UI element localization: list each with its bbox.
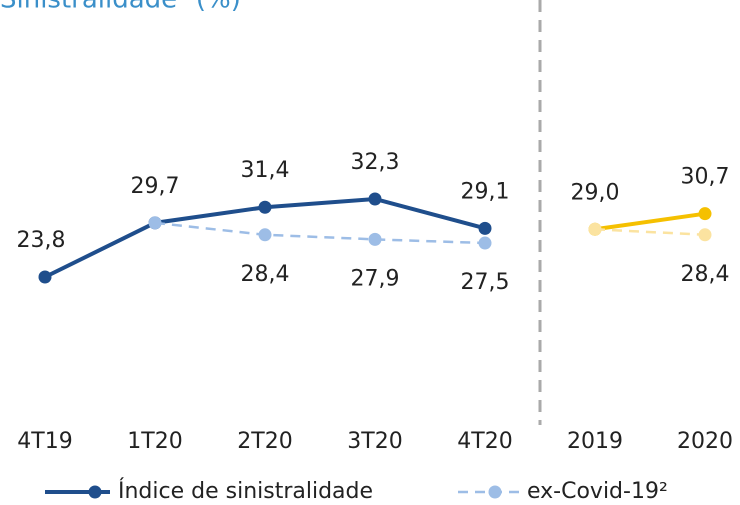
legend-label: ex-Covid-19² [527,479,668,504]
data-label: 32,3 [351,150,400,175]
data-point [148,216,162,230]
data-point [478,236,492,250]
x-tick-label: 2020 [677,429,733,454]
series-line [594,228,706,237]
x-tick-label: 1T20 [127,429,182,454]
legend-marker [88,485,102,499]
data-label: 27,5 [461,270,510,295]
x-tick-label: 2T20 [237,429,292,454]
series-line [594,211,706,232]
data-label: 29,1 [461,179,510,204]
data-label: 28,4 [681,262,730,287]
data-label: 30,7 [681,165,730,190]
data-point [258,228,272,242]
chart-title: Sinistralidade¹ (%) [0,0,241,15]
data-point [368,192,382,206]
x-tick-label: 4T20 [457,429,512,454]
data-label: 28,4 [241,262,290,287]
data-point [38,270,52,284]
x-tick-label: 3T20 [347,429,402,454]
legend-marker [488,485,502,499]
data-label: 29,0 [571,180,620,205]
data-point [698,228,712,242]
data-point [368,232,382,246]
data-point [698,207,712,221]
data-point [478,221,492,235]
data-point [258,200,272,214]
data-label: 27,9 [351,266,400,291]
series-line [154,221,486,245]
x-tick-label: 4T19 [17,429,72,454]
legend-label: Índice de sinistralidade [118,478,373,504]
data-point [588,222,602,236]
data-label: 23,8 [17,228,66,253]
x-tick-label: 2019 [567,429,623,454]
data-label: 29,7 [131,174,180,199]
data-label: 31,4 [241,158,290,183]
